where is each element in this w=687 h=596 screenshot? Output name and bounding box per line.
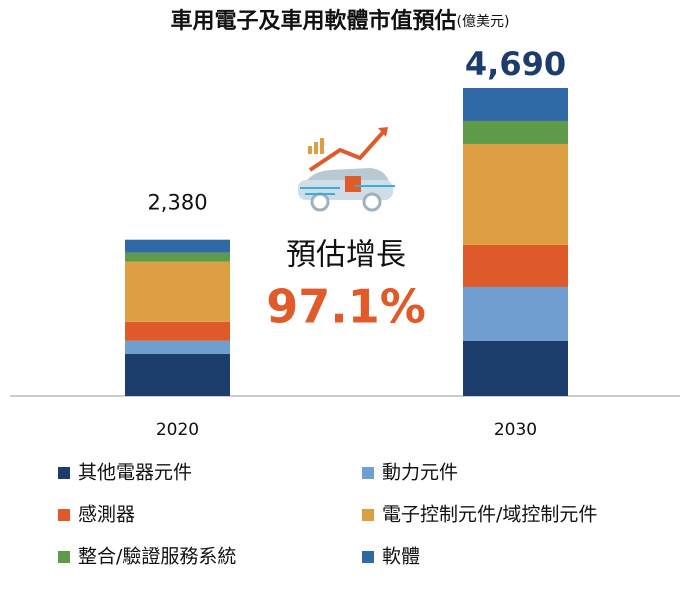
total-label: 2,380 [147,191,207,215]
legend-swatch [58,467,70,479]
bar-segment [125,261,230,322]
bar-segment [125,252,230,262]
bar-segment [463,244,568,287]
bar-segment [463,143,568,245]
legend-label: 整合/驗證服務系統 [78,546,236,568]
bar-segment [125,239,230,253]
legend-swatch [58,509,70,521]
chart-title: 車用電子及車用軟體市值預估(億美元) [171,8,510,34]
unit-text: (億美元) [457,14,510,30]
total-label: 4,690 [465,45,566,83]
bar-segment [463,286,568,341]
legend-label: 動力元件 [382,462,458,484]
bar-segment [125,340,230,354]
bar-segment [463,120,568,144]
legend-label: 軟體 [382,546,420,568]
x-tick-label: 2020 [156,420,199,440]
growth-label: 預估增長 [286,238,406,273]
title-text: 車用電子及車用軟體市值預估 [171,8,457,34]
bar-segment [125,321,230,341]
legend-swatch [362,467,374,479]
car-icon [298,127,395,212]
bar-segment [125,353,230,396]
legend-swatch [362,551,374,563]
legend-label: 感測器 [78,504,135,526]
legend-swatch [58,551,70,563]
x-tick-label: 2030 [494,420,537,440]
legend-label: 其他電器元件 [78,462,192,484]
bar-segment [463,340,568,396]
legend-swatch [362,509,374,521]
legend-label: 電子控制元件/域控制元件 [382,504,597,526]
growth-value: 97.1% [266,280,426,334]
bar-segment [463,88,568,121]
